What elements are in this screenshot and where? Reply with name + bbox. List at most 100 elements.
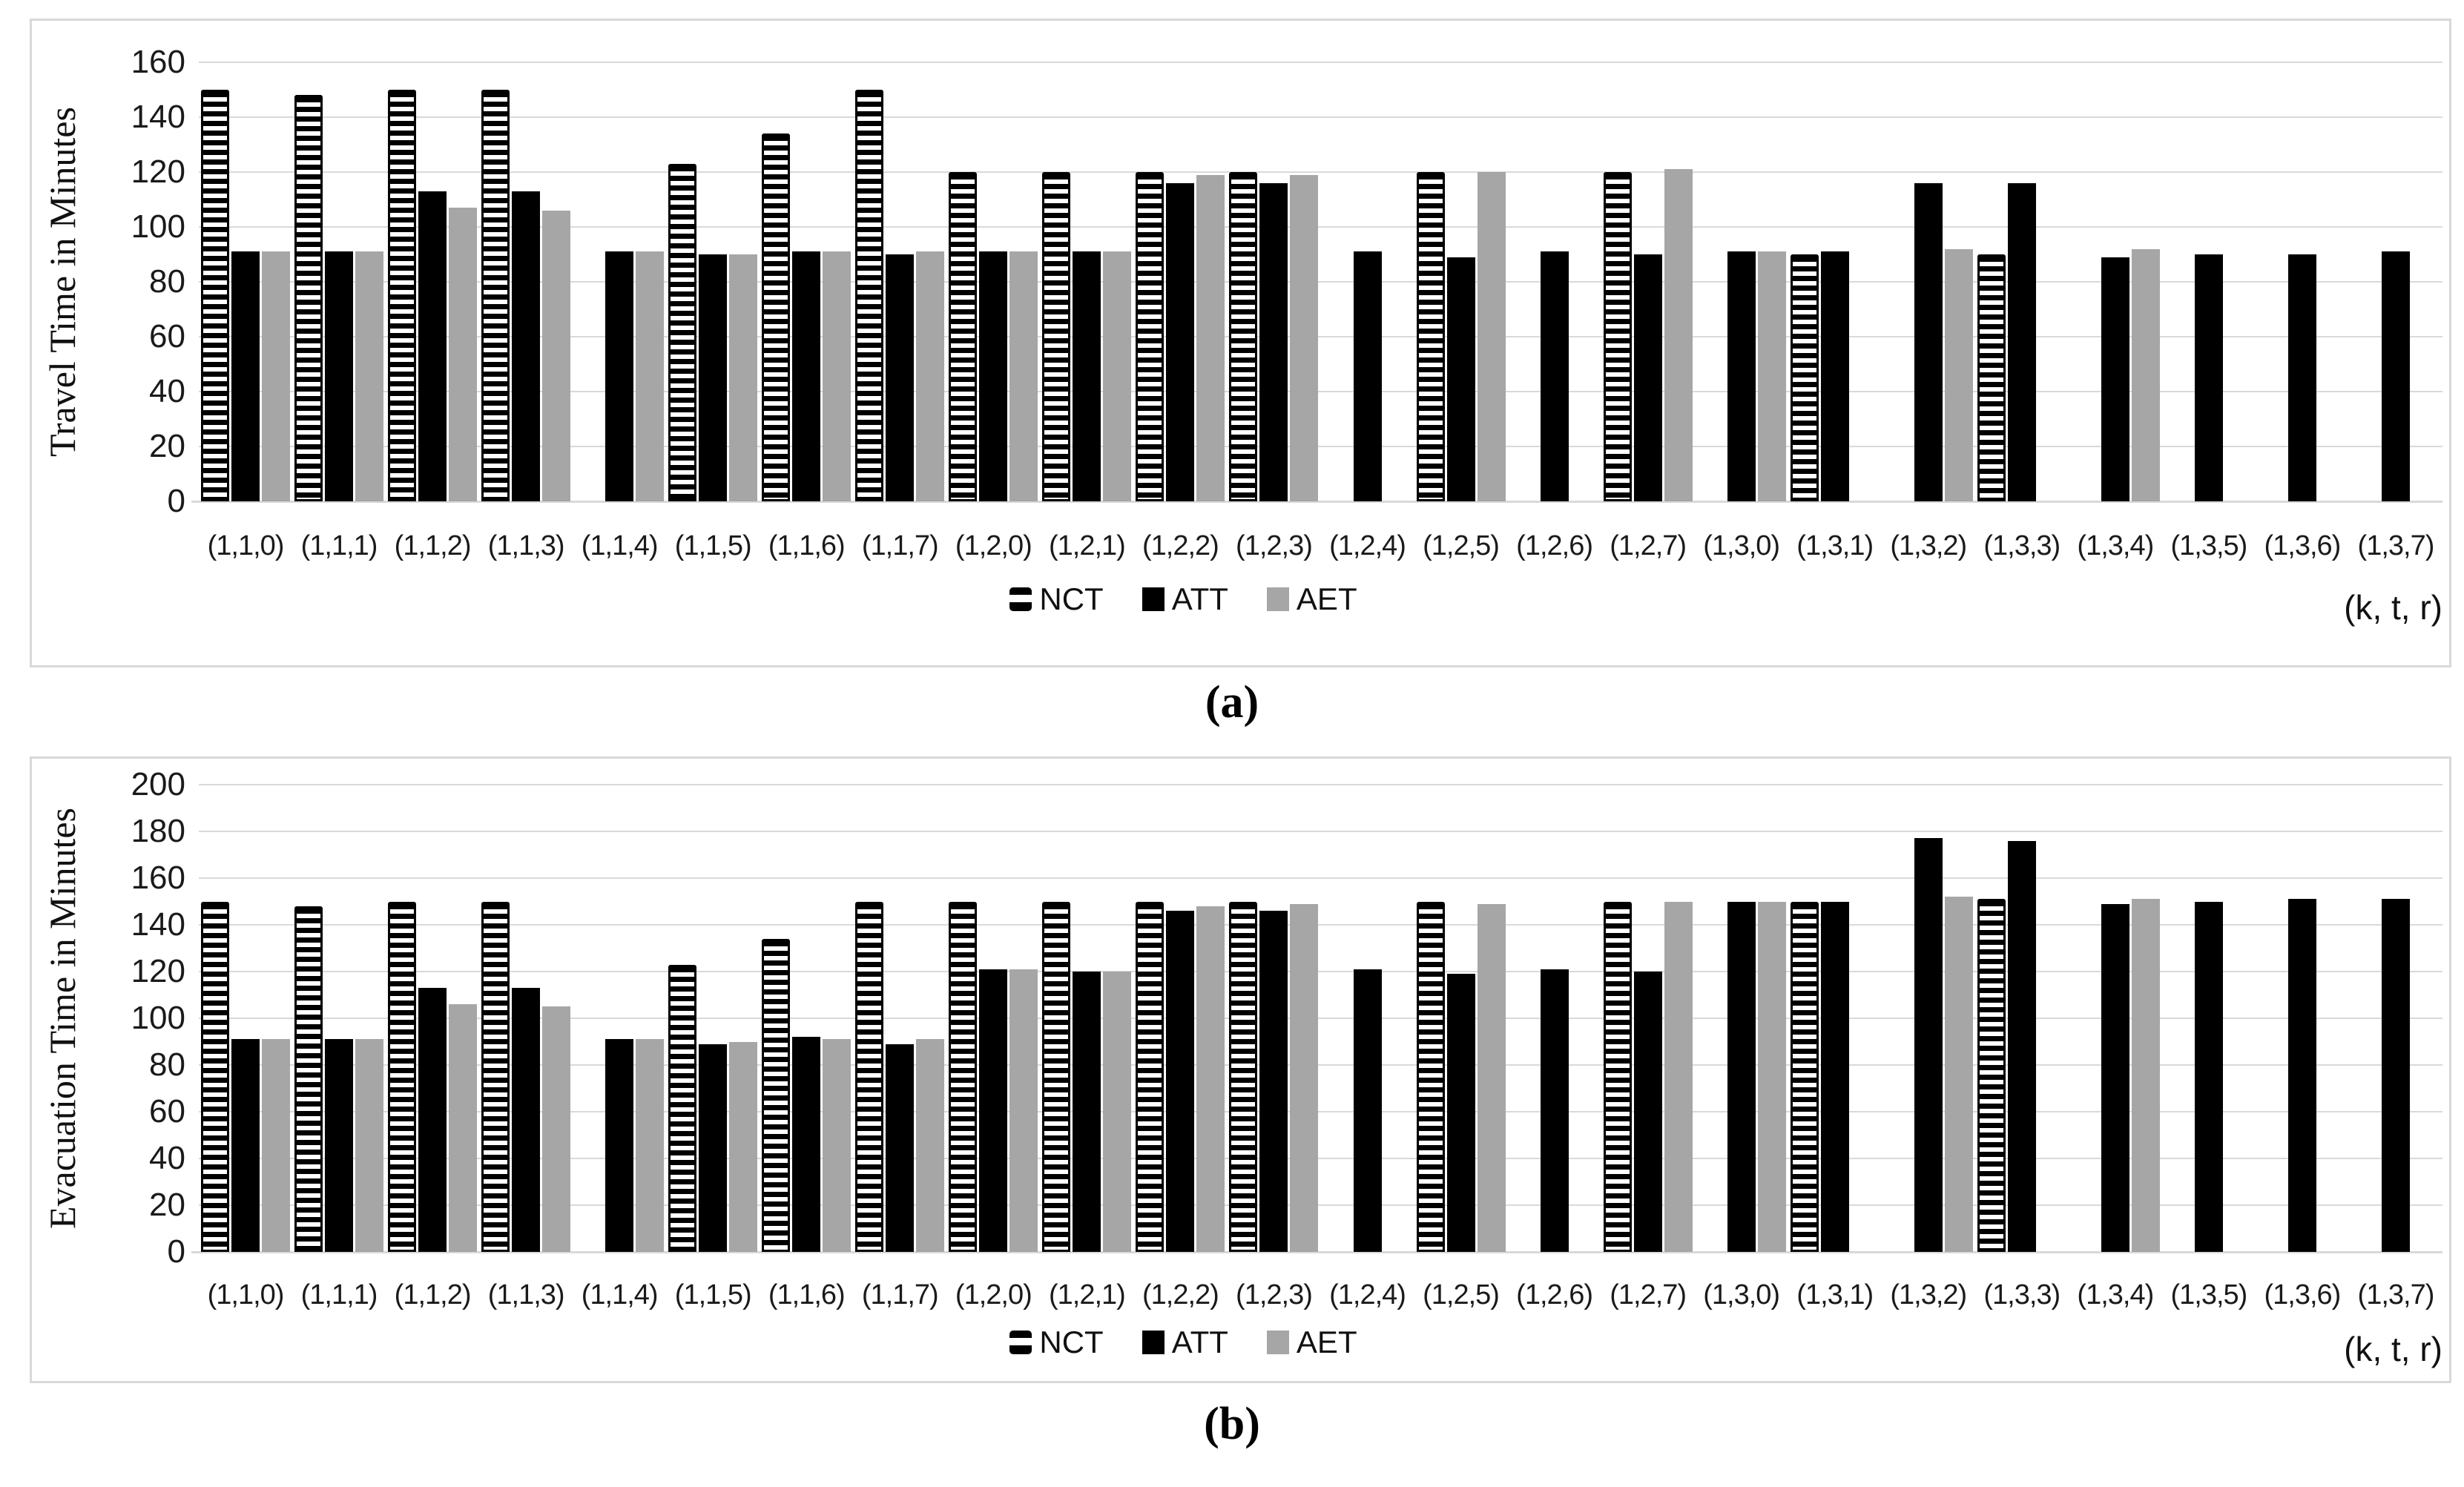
legend-swatch-nct-icon (1009, 1331, 1032, 1354)
bar-aet (1477, 903, 1506, 1252)
x-category-label: (1,3,3) (1983, 530, 2061, 561)
bar-att (699, 1043, 728, 1252)
caption-b: (b) (1204, 1399, 1260, 1449)
y-tick-label: 180 (131, 813, 185, 849)
y-tick-label: 40 (149, 373, 185, 409)
bar-att (1727, 901, 1756, 1252)
x-category-label: (1,2,5) (1423, 1279, 1500, 1310)
bar-att (1353, 251, 1382, 501)
bar-nct (201, 90, 230, 501)
bar-att (2194, 254, 2223, 501)
bar-att (1540, 969, 1569, 1252)
x-category-label: (1,2,1) (1048, 1279, 1126, 1310)
x-category-label: (1,1,2) (394, 530, 472, 561)
y-tick-label: 40 (149, 1140, 185, 1176)
x-category-label: (1,3,1) (1796, 530, 1874, 561)
x-category-label: (1,1,6) (768, 530, 846, 561)
bar-att (1633, 972, 1662, 1252)
bar-att (1446, 257, 1475, 501)
x-category-label: (1,3,7) (2357, 1279, 2435, 1310)
x-category-label: (1,3,6) (2264, 1279, 2342, 1310)
axis-annotation-a: (k, t, r) (2344, 588, 2442, 627)
x-category-label: (1,1,0) (207, 530, 285, 561)
x-category-label: (1,2,3) (1236, 1279, 1313, 1310)
x-category-label: (1,3,3) (1983, 1279, 2061, 1310)
bar-aet (355, 251, 384, 501)
bar-nct (1229, 172, 1258, 501)
bar-att (2381, 251, 2410, 501)
bar-att (1166, 911, 1195, 1252)
bar-aet (916, 1039, 945, 1252)
x-category-label: (1,2,3) (1236, 530, 1313, 561)
legend-swatch-att-icon (1142, 587, 1165, 611)
bar-att (512, 988, 541, 1252)
gridline (199, 116, 2442, 118)
bar-nct (1790, 901, 1819, 1252)
bar-att (979, 969, 1008, 1252)
legend-swatch-nct-icon (1009, 587, 1032, 611)
bar-nct (855, 901, 884, 1252)
x-category-label: (1,2,6) (1516, 1279, 1593, 1310)
bar-att (2287, 254, 2316, 501)
bar-aet (823, 1039, 851, 1252)
bar-nct (294, 95, 323, 501)
x-category-label: (1,1,5) (674, 1279, 752, 1310)
bar-aet (823, 251, 851, 501)
gridline (199, 446, 2442, 447)
bar-att (1259, 182, 1288, 501)
legend-item-aet: AET (1266, 581, 1357, 617)
bar-att (2007, 182, 2036, 501)
axis-annotation-b: (k, t, r) (2344, 1330, 2442, 1368)
bar-aet (1664, 169, 1693, 501)
bar-nct (668, 964, 697, 1252)
bar-aet (1290, 174, 1319, 501)
bar-nct (1977, 899, 2006, 1252)
bar-nct (201, 901, 230, 1252)
bar-att (1353, 969, 1382, 1252)
bar-aet (1944, 897, 1973, 1252)
bar-aet (1009, 251, 1038, 501)
bar-nct (762, 938, 791, 1252)
x-category-label: (1,2,1) (1048, 530, 1126, 561)
gridline (199, 831, 2442, 832)
bar-nct (1603, 172, 1632, 501)
bar-att (2101, 903, 2129, 1252)
legend-item-aet: AET (1266, 1325, 1357, 1360)
bar-att (1446, 974, 1475, 1252)
bar-att (1727, 251, 1756, 501)
bar-aet (542, 210, 571, 501)
gridline (199, 877, 2442, 879)
x-category-label: (1,1,6) (768, 1279, 846, 1310)
gridline (199, 1111, 2442, 1112)
bar-aet (729, 254, 758, 501)
bar-att (1820, 901, 1849, 1252)
gridline (199, 391, 2442, 392)
bar-att (792, 251, 821, 501)
bar-aet (1009, 969, 1038, 1252)
gridline (199, 1158, 2442, 1159)
x-category-label: (1,2,0) (955, 530, 1032, 561)
bar-aet (262, 251, 291, 501)
x-category-label: (1,1,0) (207, 1279, 285, 1310)
bar-aet (1757, 901, 1786, 1252)
x-category-label: (1,1,7) (861, 1279, 939, 1310)
legend-item-att: ATT (1142, 581, 1228, 617)
bar-aet (1196, 906, 1225, 1252)
x-category-label: (1,2,6) (1516, 530, 1593, 561)
x-category-label: (1,3,0) (1703, 1279, 1780, 1310)
bar-att (2007, 840, 2036, 1252)
bar-nct (294, 906, 323, 1252)
bar-att (1914, 182, 1943, 501)
bar-nct (1977, 254, 2006, 501)
y-tick-label: 100 (131, 1000, 185, 1036)
bar-aet (1477, 172, 1506, 501)
bar-nct (388, 90, 417, 501)
bar-aet (1664, 901, 1693, 1252)
gridline (199, 1064, 2442, 1066)
bar-nct (1042, 172, 1071, 501)
bar-att (1633, 254, 1662, 501)
bar-att (2194, 901, 2223, 1252)
gridline (199, 1018, 2442, 1019)
bar-nct (1416, 172, 1445, 501)
